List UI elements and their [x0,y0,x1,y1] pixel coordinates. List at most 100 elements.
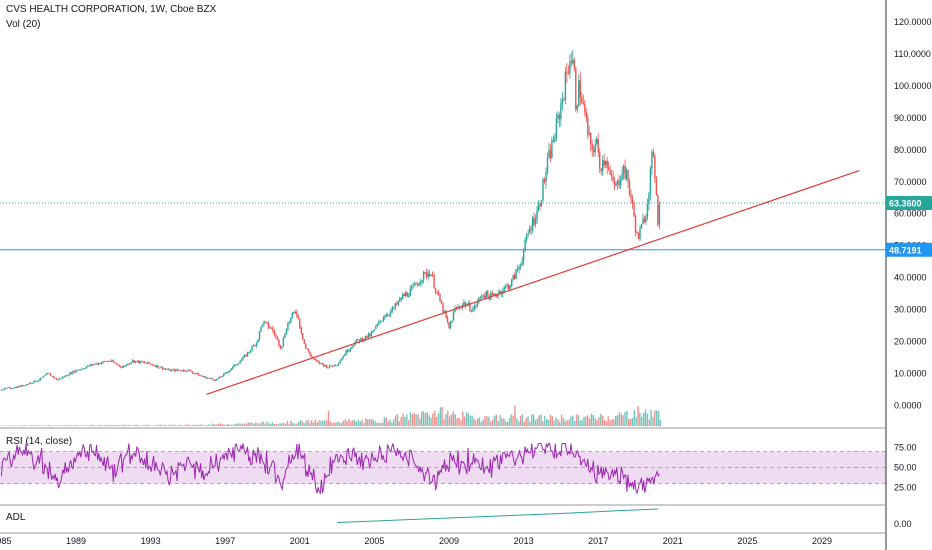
volume-bar [421,411,423,426]
price-candle-body [437,292,440,295]
volume-bar [549,414,552,426]
price-candle-body [205,376,207,379]
price-candle-body [385,315,387,318]
price-candle-body [522,250,525,261]
volume-bar [62,425,65,426]
price-candle-body [427,273,429,277]
volume-bar [568,419,570,426]
volume-bar [592,415,594,426]
price-candle-body [493,293,495,295]
price-candle-body [146,362,149,364]
price-candle-body [323,364,325,367]
volume-bar [312,422,315,426]
price-candle-body [203,376,205,378]
volume-bar [603,419,606,426]
volume-bar [587,415,589,426]
price-candle-body [226,372,228,374]
volume-bar [637,406,639,426]
price-candle-body [382,317,385,321]
price-candle-body [218,376,220,379]
price-candle-body [654,155,656,179]
price-candle-body [237,363,240,365]
price-candle-body [217,378,219,380]
volume-bar [184,424,186,426]
price-candle-body [443,311,446,313]
price-candle-body [424,271,426,273]
volume-bar [255,422,257,426]
price-candle-body [302,333,304,340]
volume-bar [560,414,563,426]
price-candle-body [420,282,422,284]
volume-bar [148,425,151,426]
exchange: Cboe BZX [170,4,217,15]
volume-bar [355,421,358,426]
price-candle-body [357,339,359,340]
volume-bar [406,414,408,426]
price-candle-body [239,361,241,364]
price-candle-body [425,272,428,277]
volume-bar [275,424,277,426]
volume-bar [288,424,290,426]
volume-bar [450,414,453,426]
volume-bar [120,425,123,426]
volume-bar [622,415,624,426]
volume-bar [217,424,220,426]
volume-bar [215,424,218,426]
price-candle-body [494,293,496,296]
adl-pane [337,508,658,523]
price-candle-body [643,218,646,223]
volume-bar [389,419,391,426]
price-candle-body [109,361,111,363]
price-candle-body [111,360,113,362]
volume-bar [271,422,274,426]
time-tick-label: 2017 [588,536,608,546]
volume-bar [583,416,585,426]
price-candle-body [60,378,62,380]
volume-bar [615,416,617,426]
volume-bar [574,421,576,426]
price-candle-body [428,273,431,277]
price-candle-body [536,210,538,220]
support-badge-bg [886,242,932,257]
volume-bar [618,412,621,426]
volume-bar [131,425,134,426]
price-candle-body [17,386,19,388]
volume-bar [503,418,505,426]
price-candle-body [190,370,192,372]
price-candle-body [567,73,570,74]
volume-bar [243,423,246,426]
price-candle-body [135,361,137,363]
price-candle-body [593,149,595,153]
volume-bar [499,415,501,426]
price-candle-body [548,149,550,158]
volume-bar [559,421,561,426]
volume-bar [126,425,128,426]
volume-bar [38,425,41,426]
price-candle-body [297,315,299,319]
price-candle-body [154,365,156,367]
price-candle-body [575,68,577,110]
price-candle-body [108,361,110,362]
price-candle-body [512,275,514,280]
price-candle-body [442,303,444,313]
price-candle-body [142,362,144,363]
volume-bar [230,424,233,426]
price-candle-body [233,364,235,367]
price-candle-body [506,285,508,286]
price-candle-body [70,372,73,374]
volume-bar [456,418,458,426]
price-candle-body [252,345,255,347]
volume-bar [635,417,637,426]
price-candle-body [549,149,552,159]
volume-bar [435,417,438,426]
price-candle-body [636,232,638,233]
price-candle-body [208,377,210,379]
volume-bar [335,422,337,426]
price-candle-body [503,286,505,292]
price-candle-body [452,311,455,321]
volume-bar [393,419,395,426]
price-candle-body [518,266,520,270]
volume-bar [607,416,609,426]
price-candle-body [185,371,188,372]
